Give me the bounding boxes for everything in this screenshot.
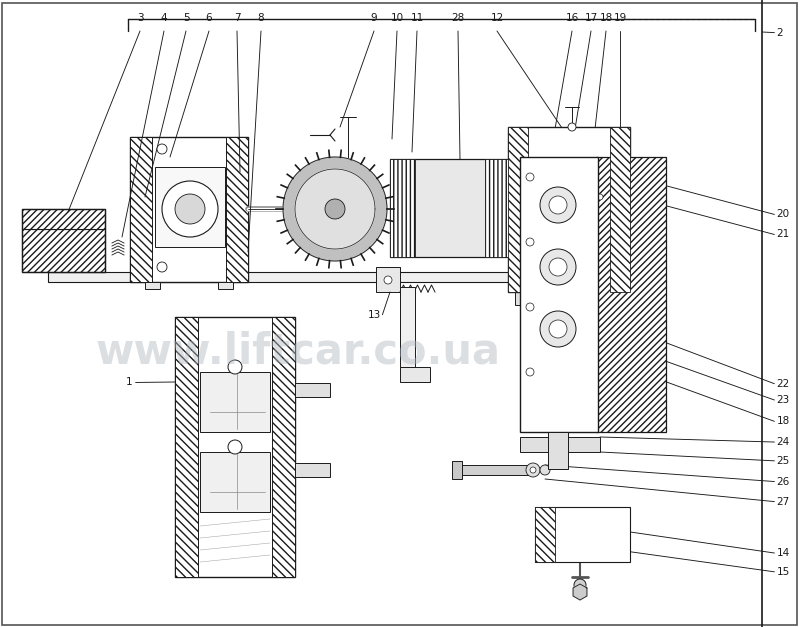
Polygon shape xyxy=(400,287,415,367)
Text: 11: 11 xyxy=(410,13,424,23)
Polygon shape xyxy=(508,127,528,292)
Text: 24: 24 xyxy=(776,437,790,447)
Circle shape xyxy=(540,187,576,223)
Text: 20: 20 xyxy=(776,209,790,219)
Polygon shape xyxy=(175,317,295,577)
Text: 1: 1 xyxy=(126,377,133,387)
Polygon shape xyxy=(283,157,387,261)
Text: 18: 18 xyxy=(776,416,790,426)
Text: 2: 2 xyxy=(776,28,783,38)
Circle shape xyxy=(228,440,242,454)
Text: 5: 5 xyxy=(182,13,190,23)
Polygon shape xyxy=(155,167,225,247)
Polygon shape xyxy=(272,463,330,477)
Text: 12: 12 xyxy=(490,13,504,23)
Polygon shape xyxy=(520,437,600,452)
Polygon shape xyxy=(175,317,198,577)
Polygon shape xyxy=(596,157,666,432)
Text: 18: 18 xyxy=(599,13,613,23)
Polygon shape xyxy=(376,267,400,292)
Polygon shape xyxy=(535,507,630,562)
Text: 10: 10 xyxy=(390,13,403,23)
Polygon shape xyxy=(200,372,270,432)
Polygon shape xyxy=(460,465,530,475)
Circle shape xyxy=(526,303,534,311)
Polygon shape xyxy=(272,317,295,577)
Text: 14: 14 xyxy=(776,548,790,558)
Circle shape xyxy=(540,249,576,285)
Text: 25: 25 xyxy=(776,456,790,466)
Polygon shape xyxy=(200,452,270,512)
Circle shape xyxy=(526,173,534,181)
Circle shape xyxy=(597,194,603,200)
Polygon shape xyxy=(272,383,330,397)
Text: 8: 8 xyxy=(258,13,264,23)
Circle shape xyxy=(228,360,242,374)
Text: 13: 13 xyxy=(368,310,381,320)
Text: 3: 3 xyxy=(137,13,143,23)
Circle shape xyxy=(574,579,586,591)
Polygon shape xyxy=(400,367,430,382)
Circle shape xyxy=(540,311,576,347)
Polygon shape xyxy=(610,127,630,292)
Polygon shape xyxy=(573,584,587,600)
Circle shape xyxy=(175,194,205,224)
Polygon shape xyxy=(600,292,615,305)
Polygon shape xyxy=(535,507,555,562)
Text: 22: 22 xyxy=(776,379,790,389)
Polygon shape xyxy=(48,272,595,282)
Circle shape xyxy=(526,238,534,246)
Circle shape xyxy=(526,463,540,477)
Polygon shape xyxy=(390,159,415,257)
Circle shape xyxy=(530,467,536,473)
Circle shape xyxy=(162,181,218,237)
Text: 7: 7 xyxy=(234,13,240,23)
Polygon shape xyxy=(485,159,510,257)
Circle shape xyxy=(325,199,345,219)
Polygon shape xyxy=(508,127,630,292)
Circle shape xyxy=(549,258,567,276)
Polygon shape xyxy=(515,292,530,305)
Circle shape xyxy=(157,144,167,154)
Polygon shape xyxy=(226,137,248,282)
Text: 21: 21 xyxy=(776,229,790,240)
Polygon shape xyxy=(218,282,233,289)
Polygon shape xyxy=(548,432,568,469)
Polygon shape xyxy=(130,137,152,282)
Circle shape xyxy=(384,276,392,284)
Polygon shape xyxy=(390,159,510,257)
Polygon shape xyxy=(22,209,105,229)
Text: 27: 27 xyxy=(776,497,790,507)
Text: 4: 4 xyxy=(161,13,167,23)
Circle shape xyxy=(540,465,550,475)
Circle shape xyxy=(568,123,576,131)
Circle shape xyxy=(549,196,567,214)
Text: 19: 19 xyxy=(614,13,626,23)
Text: 26: 26 xyxy=(776,477,790,487)
Polygon shape xyxy=(145,282,160,289)
Text: 28: 28 xyxy=(451,13,465,23)
Text: 9: 9 xyxy=(370,13,378,23)
Circle shape xyxy=(526,368,534,376)
Polygon shape xyxy=(295,169,375,249)
Circle shape xyxy=(157,262,167,272)
Text: www.liftcar.co.ua: www.liftcar.co.ua xyxy=(96,330,501,372)
Circle shape xyxy=(549,320,567,338)
Polygon shape xyxy=(520,157,598,432)
Text: 16: 16 xyxy=(566,13,578,23)
Polygon shape xyxy=(452,461,462,479)
Polygon shape xyxy=(130,137,248,282)
Text: 6: 6 xyxy=(206,13,212,23)
Text: 17: 17 xyxy=(584,13,598,23)
Text: 23: 23 xyxy=(776,395,790,405)
Text: 15: 15 xyxy=(776,567,790,577)
Polygon shape xyxy=(22,229,105,272)
